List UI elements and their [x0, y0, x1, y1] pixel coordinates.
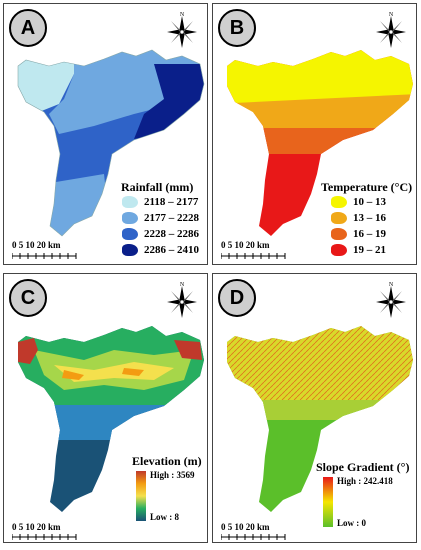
- legend-item: 16 – 19: [331, 228, 386, 240]
- legend-item: 2118 – 2177: [122, 196, 198, 208]
- panel-elevation: C N Elevation (m) High : 3569 Low : 8 0 …: [3, 273, 208, 543]
- svg-text:N: N: [389, 12, 394, 18]
- legend-swatch: [122, 212, 138, 224]
- legend-item: 13 – 16: [331, 212, 386, 224]
- temperature-map: [227, 50, 413, 236]
- slope-high-label: High : 242.418: [337, 476, 393, 486]
- legend-swatch: [122, 228, 138, 240]
- rainfall-map: [17, 49, 205, 237]
- scale-label: 0 5 10 20 km: [221, 240, 270, 250]
- slope-legend-title: Slope Gradient (°): [316, 460, 410, 474]
- panel-rainfall: A N Rainfall (mm) 2118 – 2177 2177 – 222…: [3, 3, 208, 265]
- svg-text:N: N: [180, 282, 185, 288]
- north-arrow-icon: N: [166, 12, 198, 49]
- scale-label: 0 5 10 20 km: [12, 240, 61, 250]
- rainfall-legend-title: Rainfall (mm): [121, 180, 194, 194]
- legend-swatch: [122, 244, 138, 256]
- north-arrow-icon: N: [166, 282, 198, 319]
- legend-item: 2228 – 2286: [122, 228, 199, 240]
- scale-label: 0 5 10 20 km: [12, 522, 61, 532]
- panel-slope: D N Slope Gradient (°) High : 242.418 Lo…: [212, 273, 417, 543]
- panel-letter-b: B: [218, 9, 256, 47]
- north-arrow-icon: N: [375, 282, 407, 319]
- legend-swatch: [331, 196, 347, 208]
- legend-swatch: [331, 212, 347, 224]
- north-arrow-icon: N: [375, 12, 407, 49]
- scale-bar: [12, 534, 77, 540]
- elevation-legend-title: Elevation (m): [132, 454, 202, 468]
- legend-swatch: [331, 228, 347, 240]
- slope-low-label: Low : 0: [337, 518, 366, 528]
- svg-text:N: N: [389, 282, 394, 288]
- scale-bar: [221, 253, 286, 259]
- elevation-color-ramp: [136, 471, 146, 521]
- scale-bar: [12, 253, 77, 259]
- legend-item: 2286 – 2410: [122, 244, 199, 256]
- svg-text:N: N: [180, 12, 185, 18]
- scale-label: 0 5 10 20 km: [221, 522, 270, 532]
- slope-map: [227, 326, 413, 512]
- legend-swatch: [122, 196, 138, 208]
- elevation-map: [18, 326, 204, 512]
- elevation-high-label: High : 3569: [150, 470, 195, 480]
- legend-item: 19 – 21: [331, 244, 386, 256]
- scale-bar: [221, 534, 286, 540]
- panel-letter-a: A: [9, 9, 47, 47]
- panel-letter-d: D: [218, 279, 256, 317]
- temperature-legend-title: Temperature (°C): [321, 180, 413, 194]
- panel-temperature: B N Temperature (°C) 10 – 13 13 – 16 16 …: [212, 3, 417, 265]
- panel-letter-c: C: [9, 279, 47, 317]
- legend-swatch: [331, 244, 347, 256]
- elevation-low-label: Low : 8: [150, 512, 179, 522]
- slope-color-ramp: [323, 477, 333, 527]
- legend-item: 10 – 13: [331, 196, 386, 208]
- legend-item: 2177 – 2228: [122, 212, 199, 224]
